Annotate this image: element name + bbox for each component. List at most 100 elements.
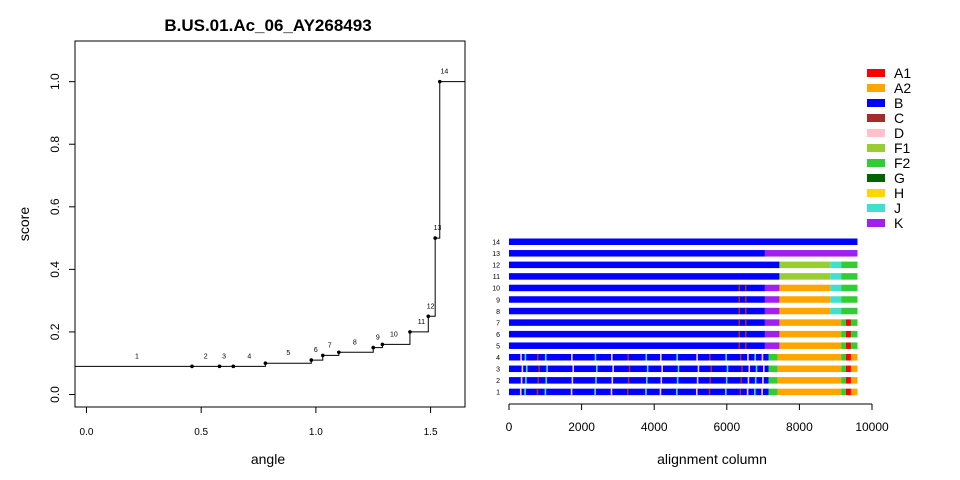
- segment-B: [509, 365, 769, 373]
- mosaic-stripe: [627, 388, 629, 396]
- segment-A2: [779, 284, 831, 292]
- row-label: 3: [496, 367, 500, 374]
- segment-J: [830, 284, 842, 292]
- segment-B: [509, 319, 765, 326]
- segment-F2: [841, 342, 846, 349]
- legend-swatch: [867, 129, 885, 137]
- mosaic-stripe: [725, 354, 727, 361]
- segment-A1: [845, 354, 851, 361]
- mosaic-stripe: [520, 377, 523, 384]
- point-label: 4: [247, 353, 251, 360]
- mosaic-stripe: [627, 377, 630, 384]
- point-label: 12: [427, 303, 435, 310]
- segment-B: [509, 284, 765, 292]
- segment-J: [830, 261, 842, 269]
- score-point: [380, 342, 385, 347]
- segment-A2: [779, 330, 842, 338]
- alignment-row: 1: [496, 388, 858, 397]
- left-plot-frame: [74, 40, 466, 408]
- row-label: 11: [493, 274, 500, 281]
- mosaic-stripe: [544, 354, 547, 361]
- mosaic-stripe: [537, 377, 540, 384]
- segment-K: [764, 307, 780, 315]
- mosaic-stripe: [744, 296, 747, 303]
- segment-F2: [841, 296, 858, 303]
- mosaic-stripe: [571, 354, 573, 361]
- left-plot-layer: 0.0 0.5 1.0 1.50.00.20.40.60.81.01 2 3 4 5 67 89 1…: [48, 69, 465, 438]
- segment-F2: [768, 365, 778, 373]
- segment-A2: [777, 354, 842, 361]
- mosaic-stripe: [725, 388, 727, 396]
- left-y-tick-label: 0.0: [48, 386, 62, 403]
- mosaic-stripe: [696, 354, 698, 361]
- mosaic-stripe: [645, 377, 648, 384]
- score-point: [309, 358, 314, 362]
- segment-F2: [850, 319, 858, 326]
- mosaic-stripe: [708, 388, 711, 396]
- row-label: 14: [492, 240, 500, 247]
- segment-J: [830, 296, 842, 303]
- segment-F2: [768, 388, 778, 396]
- mosaic-stripe: [594, 354, 597, 361]
- mosaic-stripe: [744, 330, 747, 338]
- segment-F2: [841, 377, 846, 384]
- segment-F1: [779, 261, 831, 269]
- right-x-axis-label: alignment column: [657, 451, 767, 467]
- legend-label: K: [894, 215, 904, 231]
- mosaic-stripe: [741, 365, 743, 373]
- row-label: 8: [496, 309, 500, 316]
- segment-K: [764, 319, 780, 326]
- point-label: 7: [328, 342, 332, 349]
- mosaic-stripe: [645, 354, 648, 361]
- mosaic-stripe: [696, 377, 699, 384]
- alignment-row: 13: [492, 250, 858, 258]
- segment-B: [509, 250, 765, 257]
- mosaic-stripe: [676, 354, 678, 361]
- mosaic-stripe: [519, 388, 522, 396]
- mosaic-stripe: [544, 388, 547, 396]
- segment-F2: [841, 330, 846, 338]
- segment-F1: [779, 273, 831, 280]
- segment-B: [509, 354, 769, 361]
- legend-label: G: [894, 170, 905, 186]
- mosaic-stripe: [676, 377, 679, 384]
- row-label: 5: [496, 343, 500, 350]
- mosaic-stripe: [738, 330, 741, 338]
- mosaic-stripe: [521, 365, 524, 373]
- mosaic-stripe: [570, 388, 573, 396]
- segment-K: [764, 342, 780, 349]
- segment-A2: [850, 388, 858, 396]
- legend-label: D: [894, 125, 904, 141]
- segment-F2: [768, 354, 778, 361]
- legend-label: C: [894, 110, 904, 126]
- mosaic-stripe: [536, 354, 539, 361]
- mosaic-stripe: [611, 354, 613, 361]
- point-label: 10: [390, 331, 398, 338]
- mosaic-stripe: [695, 388, 698, 396]
- alignment-row: 5: [496, 342, 858, 350]
- mosaic-stripe: [524, 354, 527, 361]
- segment-F2: [841, 284, 858, 292]
- alignment-row: 3: [496, 365, 858, 374]
- segment-J: [830, 273, 842, 280]
- row-label: 10: [492, 286, 500, 293]
- point-label: 6: [314, 347, 318, 354]
- alignment-row: 4: [496, 354, 858, 362]
- row-label: 9: [496, 297, 500, 304]
- mosaic-stripe: [725, 377, 728, 384]
- segment-F2: [841, 319, 846, 326]
- segment-F2: [841, 388, 846, 396]
- mosaic-stripe: [744, 284, 747, 292]
- mosaic-stripe: [755, 365, 758, 373]
- score-point: [408, 330, 412, 334]
- mosaic-stripe: [709, 354, 711, 361]
- legend-swatch: [867, 84, 885, 92]
- legend-swatch: [867, 219, 885, 227]
- mosaic-stripe: [747, 377, 750, 384]
- segment-A2: [850, 354, 858, 361]
- legend-swatch: [867, 114, 885, 122]
- mosaic-stripe: [740, 377, 742, 384]
- legend-swatch: [867, 159, 885, 167]
